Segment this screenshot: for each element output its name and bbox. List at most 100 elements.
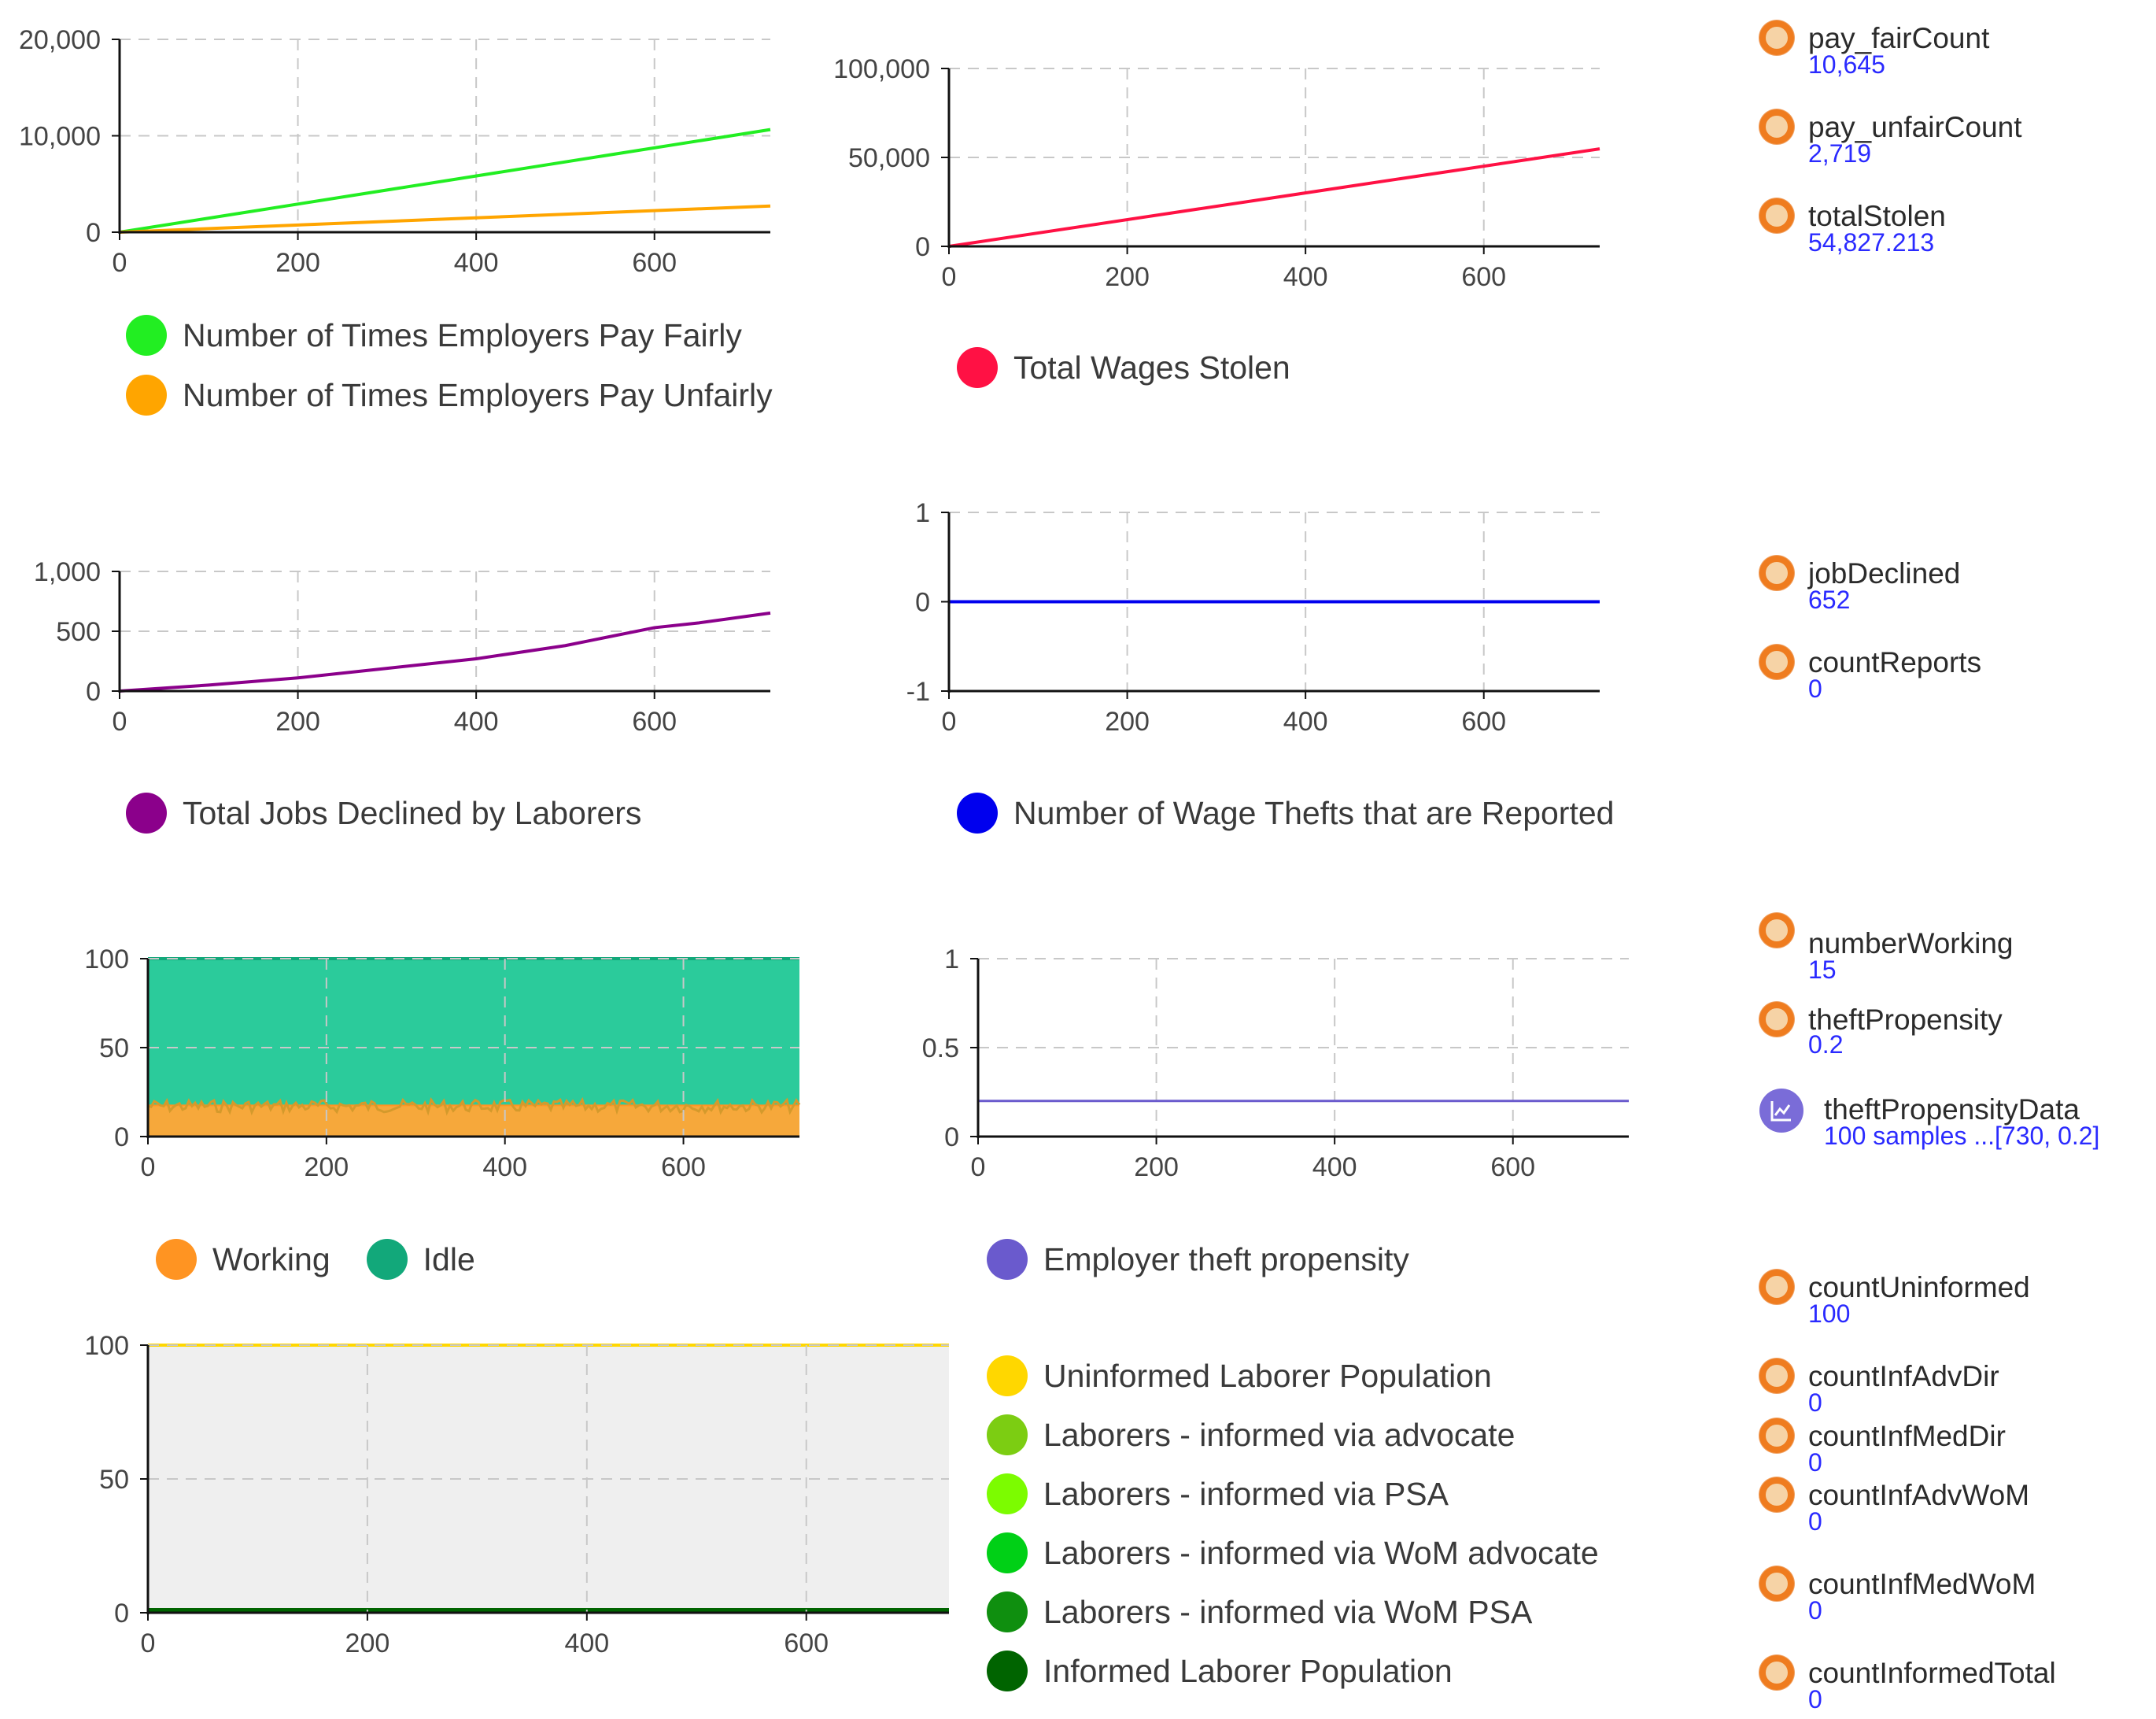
legend-label: Laborers - informed via advocate [1043, 1416, 1515, 1453]
x-tick-label: 0 [113, 248, 127, 278]
variable-name: numberWorking [1808, 927, 2014, 959]
variable-value: 0 [1808, 1388, 1822, 1417]
series-line [948, 147, 1600, 248]
legend-item[interactable]: Uninformed Laborer Population [987, 1355, 1599, 1396]
legend-item[interactable]: Working [156, 1239, 330, 1280]
variable-value: 0 [1808, 1685, 1822, 1713]
x-tick-label: 600 [661, 1152, 706, 1182]
variable-name: countInfAdvWoM [1808, 1479, 2030, 1511]
x-tick-label: 200 [304, 1152, 349, 1182]
variable-name: pay_fairCount [1808, 22, 1990, 54]
x-tick-label: 200 [1134, 1152, 1179, 1182]
legend-swatch [987, 1591, 1028, 1632]
x-tick-label: 400 [1283, 707, 1328, 737]
y-tick-label: 0 [915, 232, 930, 262]
variable-circle-icon [1759, 198, 1794, 233]
y-tick-label: 0 [114, 1599, 129, 1628]
legend-item[interactable]: Laborers - informed via WoM advocate [987, 1532, 1599, 1573]
y-tick-label: 10,000 [19, 122, 101, 152]
laborer-information-chart: 0 50 100 0 200 400 600 [84, 1331, 949, 1658]
x-tick-label: 0 [942, 262, 957, 292]
x-tick-label: 0 [942, 707, 957, 737]
variable-value: 0 [1808, 1596, 1822, 1625]
x-tick-label: 200 [275, 248, 320, 278]
y-tick-label: 1 [944, 945, 959, 974]
legend-item[interactable]: Number of Times Employers Pay Unfairly [126, 375, 773, 416]
x-tick-label: 400 [482, 1152, 527, 1182]
wages-stolen-chart: 0 50,000 100,000 0 200 400 600 [833, 54, 1600, 292]
variable-name: countInformedTotal [1808, 1657, 2056, 1689]
variable-name: totalStolen [1808, 200, 1946, 232]
x-tick-label: 400 [454, 707, 499, 737]
variable-value: 0.2 [1808, 1030, 1844, 1059]
y-tick-label: 20,000 [19, 25, 101, 55]
legend-item[interactable]: Number of Wage Thefts that are Reported [957, 793, 1614, 834]
legend-wage-thefts-reported: Number of Wage Thefts that are Reported [957, 793, 1650, 834]
legend-swatch [987, 1532, 1028, 1573]
x-tick-label: 600 [1461, 707, 1506, 737]
working-noise [146, 1096, 801, 1116]
variable-circle-icon [1759, 1270, 1794, 1304]
legend-label: Laborers - informed via WoM advocate [1043, 1534, 1599, 1571]
legend-swatch [126, 793, 167, 834]
variable-name: countInfMedWoM [1808, 1568, 2036, 1600]
legend-item[interactable]: Laborers - informed via PSA [987, 1473, 1599, 1514]
series-line [119, 128, 771, 234]
x-tick-label: 0 [971, 1152, 986, 1182]
working-idle-chart: 0 50 100 0 200 400 600 [84, 945, 801, 1182]
variable-name: countUninformed [1808, 1271, 2030, 1303]
x-tick-label: 200 [1105, 262, 1150, 292]
x-tick-label: 600 [1461, 262, 1506, 292]
area-series [148, 959, 799, 1105]
legend-item[interactable]: Idle [366, 1239, 475, 1280]
legend-theft-propensity: Employer theft propensity [987, 1239, 1445, 1280]
y-tick-label: 500 [56, 617, 101, 647]
variable-circle-icon [1759, 1655, 1794, 1690]
area-series [148, 1104, 799, 1137]
y-tick-label: 100 [84, 1331, 129, 1361]
legend-item[interactable]: Total Jobs Declined by Laborers [126, 793, 641, 834]
variable-circle-icon [1759, 1359, 1794, 1393]
legend-swatch [126, 375, 167, 416]
legend-item[interactable]: Number of Times Employers Pay Fairly [126, 315, 773, 356]
legend-swatch [987, 1651, 1028, 1691]
variable-circle-icon [1759, 645, 1794, 679]
wage-thefts-reported-chart: -1 0 1 0 200 400 600 [906, 498, 1600, 737]
variable-circle-icon [1759, 1418, 1794, 1453]
x-tick-label: 600 [632, 707, 677, 737]
variable-value: 100 [1808, 1299, 1851, 1328]
x-tick-label: 0 [141, 1152, 156, 1182]
variable-name: countInfAdvDir [1808, 1360, 1999, 1392]
variable-name: theftPropensityData [1824, 1093, 2080, 1126]
y-tick-label: 0 [86, 677, 101, 707]
legend-item[interactable]: Laborers - informed via WoM PSA [987, 1591, 1599, 1632]
legend-label: Number of Times Employers Pay Unfairly [183, 376, 773, 413]
y-tick-label: 100 [84, 945, 129, 974]
variable-circle-icon [1759, 913, 1794, 948]
x-tick-label: 600 [1490, 1152, 1535, 1182]
legend-item[interactable]: Total Wages Stolen [957, 347, 1290, 388]
legend-jobs-declined: Total Jobs Declined by Laborers [126, 793, 677, 834]
variable-value: 2,719 [1808, 139, 1872, 168]
variable-circle-icon [1759, 1566, 1794, 1601]
variable-value: 0 [1808, 1448, 1822, 1477]
x-tick-label: 200 [345, 1628, 390, 1658]
line-chart-icon [1759, 1089, 1803, 1133]
legend-item[interactable]: Informed Laborer Population [987, 1651, 1599, 1691]
variable-value: 15 [1808, 956, 1837, 984]
legend-working-idle: Working Idle [156, 1239, 511, 1280]
legend-label: Total Jobs Declined by Laborers [183, 794, 642, 831]
legend-swatch [957, 793, 998, 834]
y-tick-label: 0 [944, 1122, 959, 1152]
variable-circle-icon [1759, 1002, 1794, 1037]
legend-item[interactable]: Employer theft propensity [987, 1239, 1409, 1280]
legend-item[interactable]: Laborers - informed via advocate [987, 1414, 1599, 1455]
legend-label: Laborers - informed via PSA [1043, 1475, 1449, 1512]
x-tick-label: 0 [113, 707, 127, 737]
variable-name: jobDeclined [1808, 557, 1961, 590]
x-tick-label: 400 [1283, 262, 1328, 292]
legend-swatch [987, 1473, 1028, 1514]
legend-swatch [987, 1414, 1028, 1455]
series-line [119, 204, 771, 234]
legend-laborer-information: Uninformed Laborer Population Laborers -… [987, 1355, 1599, 1691]
